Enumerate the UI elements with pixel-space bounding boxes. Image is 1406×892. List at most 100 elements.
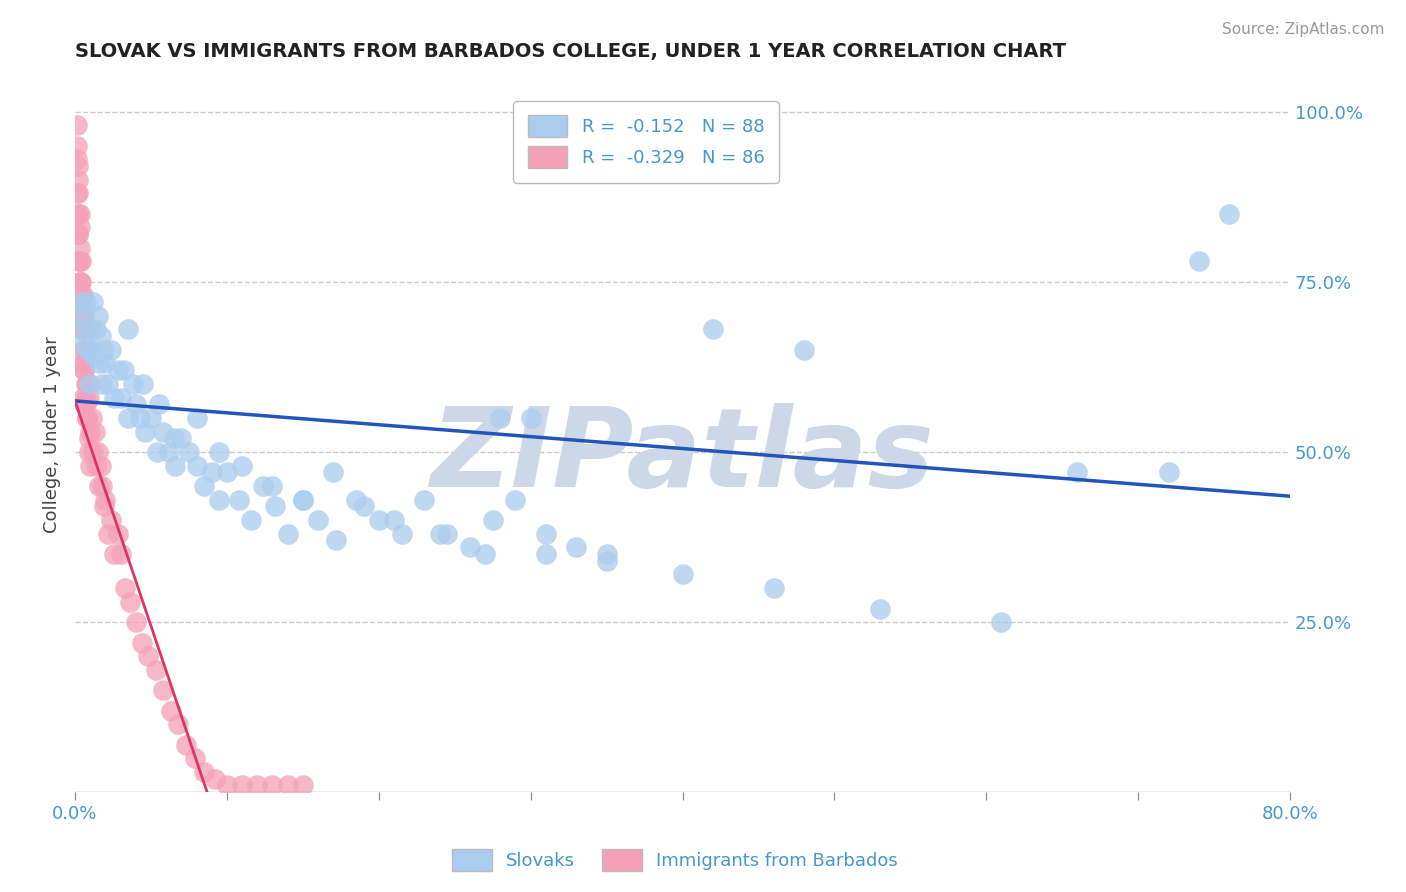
Point <box>100 513 122 527</box>
Point <box>67 159 90 173</box>
Point <box>382 513 405 527</box>
Point <box>489 411 512 425</box>
Point <box>344 492 367 507</box>
Point <box>89 356 111 370</box>
Point <box>186 458 208 473</box>
Point <box>110 547 132 561</box>
Point <box>114 581 136 595</box>
Point <box>595 554 617 568</box>
Point <box>152 683 174 698</box>
Point <box>174 738 197 752</box>
Point <box>87 309 110 323</box>
Point <box>291 492 314 507</box>
Point <box>201 466 224 480</box>
Point <box>69 254 91 268</box>
Point <box>534 547 557 561</box>
Point <box>84 458 107 473</box>
Point <box>70 288 93 302</box>
Point <box>93 343 115 357</box>
Point <box>262 479 284 493</box>
Point <box>481 513 503 527</box>
Point <box>474 547 496 561</box>
Point <box>184 751 207 765</box>
Point <box>72 356 94 370</box>
Point <box>112 363 135 377</box>
Point <box>69 275 91 289</box>
Point <box>413 492 436 507</box>
Point <box>82 295 104 310</box>
Point <box>458 541 481 555</box>
Point <box>793 343 815 357</box>
Point <box>65 207 87 221</box>
Point <box>186 411 208 425</box>
Point <box>69 295 91 310</box>
Point <box>73 363 96 377</box>
Point <box>83 350 105 364</box>
Point <box>107 526 129 541</box>
Point <box>277 526 299 541</box>
Point <box>136 649 159 664</box>
Point <box>70 275 93 289</box>
Point <box>163 431 186 445</box>
Point <box>77 391 100 405</box>
Point <box>117 322 139 336</box>
Point <box>208 492 231 507</box>
Point <box>67 172 90 186</box>
Point <box>76 411 98 425</box>
Point <box>391 526 413 541</box>
Point <box>75 295 97 310</box>
Point <box>193 764 215 779</box>
Point <box>125 615 148 629</box>
Point <box>94 356 117 370</box>
Point <box>519 411 541 425</box>
Point <box>72 309 94 323</box>
Point <box>73 363 96 377</box>
Point <box>148 397 170 411</box>
Point <box>70 309 93 323</box>
Point <box>72 343 94 357</box>
Point <box>262 779 284 793</box>
Point <box>69 322 91 336</box>
Point <box>77 431 100 445</box>
Point <box>231 458 253 473</box>
Legend: Slovaks, Immigrants from Barbados: Slovaks, Immigrants from Barbados <box>444 842 905 879</box>
Point <box>100 343 122 357</box>
Point <box>75 391 97 405</box>
Point <box>252 479 274 493</box>
Point <box>353 500 375 514</box>
Point <box>107 363 129 377</box>
Point <box>72 309 94 323</box>
Point <box>159 704 181 718</box>
Point <box>193 479 215 493</box>
Point <box>75 376 97 391</box>
Point <box>131 635 153 649</box>
Point <box>240 513 263 527</box>
Point <box>79 322 101 336</box>
Point <box>322 466 344 480</box>
Point <box>1188 254 1211 268</box>
Point <box>82 445 104 459</box>
Point <box>73 336 96 351</box>
Point <box>73 322 96 336</box>
Point <box>67 254 90 268</box>
Point <box>505 492 527 507</box>
Point <box>762 581 785 595</box>
Point <box>110 391 132 405</box>
Point <box>67 207 90 221</box>
Point <box>69 241 91 255</box>
Point <box>91 479 114 493</box>
Point <box>91 376 114 391</box>
Point <box>70 322 93 336</box>
Point <box>869 601 891 615</box>
Point <box>228 492 250 507</box>
Point <box>80 411 103 425</box>
Point <box>75 343 97 357</box>
Point <box>231 779 253 793</box>
Point <box>77 445 100 459</box>
Point <box>79 458 101 473</box>
Point <box>157 445 180 459</box>
Point <box>367 513 389 527</box>
Point <box>75 397 97 411</box>
Text: Source: ZipAtlas.com: Source: ZipAtlas.com <box>1222 22 1385 37</box>
Point <box>145 663 167 677</box>
